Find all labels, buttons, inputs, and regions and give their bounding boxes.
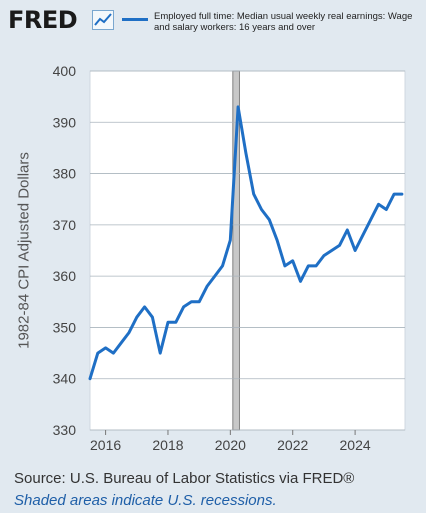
y-axis-title: 1982-84 CPI Adjusted Dollars xyxy=(15,152,33,349)
y-tick-label: 360 xyxy=(53,268,77,284)
y-tick-label: 390 xyxy=(53,114,77,130)
data-point[interactable] xyxy=(368,217,373,222)
data-point[interactable] xyxy=(173,320,178,325)
data-point[interactable] xyxy=(103,345,108,350)
x-tick-label: 2020 xyxy=(215,437,246,453)
recession-note[interactable]: Shaded areas indicate U.S. recessions. xyxy=(14,492,277,509)
fred-logo[interactable]: FRED xyxy=(8,6,78,34)
data-point[interactable] xyxy=(384,207,389,212)
y-tick-label: 370 xyxy=(53,217,77,233)
data-point[interactable] xyxy=(212,274,217,279)
data-point[interactable] xyxy=(321,253,326,258)
y-tick-label: 350 xyxy=(53,319,77,335)
plot-area xyxy=(89,70,406,431)
data-point[interactable] xyxy=(236,104,241,109)
x-axis-ticks: 2016 2018 2020 2022 2024 xyxy=(90,430,371,453)
y-tick-label: 400 xyxy=(53,63,77,79)
data-point[interactable] xyxy=(95,351,100,356)
data-point[interactable] xyxy=(306,263,311,268)
data-point[interactable] xyxy=(88,376,93,381)
data-point[interactable] xyxy=(290,258,295,263)
data-point[interactable] xyxy=(150,315,155,320)
data-point[interactable] xyxy=(189,299,194,304)
data-point[interactable] xyxy=(329,248,334,253)
y-tick-label: 330 xyxy=(53,422,77,438)
data-point[interactable] xyxy=(119,340,124,345)
data-point[interactable] xyxy=(204,284,209,289)
data-point[interactable] xyxy=(228,238,233,243)
chart-header: FRED Employed full time: Median usual we… xyxy=(0,0,426,50)
source-credit: Source: U.S. Bureau of Labor Statistics … xyxy=(14,470,355,487)
data-point[interactable] xyxy=(399,192,404,197)
data-point[interactable] xyxy=(376,202,381,207)
data-point[interactable] xyxy=(181,304,186,309)
chart-line-icon xyxy=(92,10,114,30)
legend-line-swatch xyxy=(122,18,148,21)
data-point[interactable] xyxy=(314,263,319,268)
series xyxy=(88,104,404,381)
data-point[interactable] xyxy=(243,151,248,156)
gridlines xyxy=(90,70,405,431)
x-tick-label: 2016 xyxy=(90,437,121,453)
data-point[interactable] xyxy=(360,233,365,238)
data-point[interactable] xyxy=(134,315,139,320)
x-tick-label: 2024 xyxy=(340,437,371,453)
data-point[interactable] xyxy=(111,351,116,356)
data-point[interactable] xyxy=(392,192,397,197)
x-tick-label: 2022 xyxy=(277,437,308,453)
data-point[interactable] xyxy=(220,263,225,268)
data-point[interactable] xyxy=(197,299,202,304)
data-point[interactable] xyxy=(345,227,350,232)
data-point[interactable] xyxy=(165,320,170,325)
data-point[interactable] xyxy=(298,279,303,284)
y-tick-label: 380 xyxy=(53,166,77,182)
y-tick-label: 340 xyxy=(53,371,77,387)
legend-label[interactable]: Employed full time: Median usual weekly … xyxy=(154,11,413,33)
x-tick-label: 2018 xyxy=(152,437,183,453)
data-point[interactable] xyxy=(267,217,272,222)
data-point[interactable] xyxy=(142,304,147,309)
data-point[interactable] xyxy=(126,330,131,335)
series-line-0[interactable] xyxy=(88,105,404,381)
data-point[interactable] xyxy=(251,192,256,197)
y-axis-ticks: 330 340 350 360 370 380 390 400 xyxy=(53,63,77,438)
data-point[interactable] xyxy=(259,207,264,212)
data-point[interactable] xyxy=(337,243,342,248)
data-point[interactable] xyxy=(275,238,280,243)
data-point[interactable] xyxy=(353,248,358,253)
data-point[interactable] xyxy=(282,263,287,268)
data-point[interactable] xyxy=(158,351,163,356)
